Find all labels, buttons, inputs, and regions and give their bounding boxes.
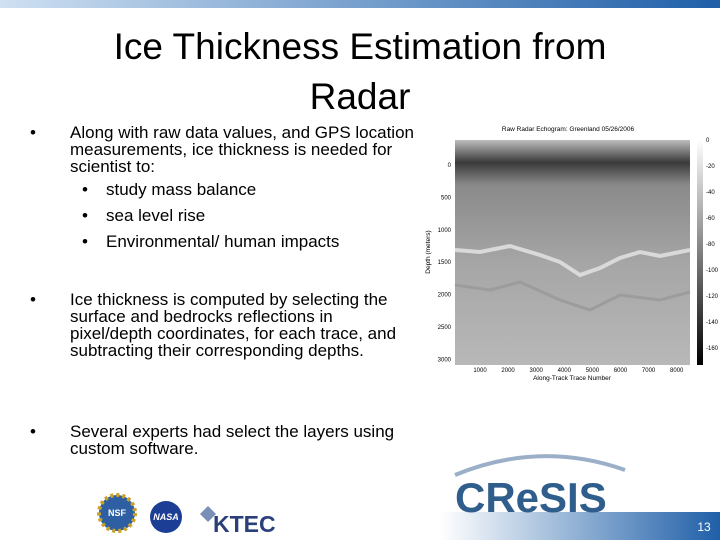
bullet: Ice thickness is computed by selecting t… — [30, 291, 415, 359]
x-tick-label: 8000 — [670, 368, 684, 374]
nsf-logo: NSF — [97, 493, 137, 533]
colorbar-tick-label: -60 — [706, 216, 715, 222]
cresis-text: CReSIS — [455, 474, 607, 521]
y-tick-label: 1000 — [438, 228, 452, 234]
y-tick-label: 3000 — [438, 357, 452, 363]
cresis-logo: CReSIS — [454, 454, 626, 521]
x-tick-label: 5000 — [586, 368, 600, 374]
y-tick-label: 2000 — [438, 293, 452, 299]
y-label: Depth (meters) — [425, 230, 432, 273]
x-tick-label: 6000 — [614, 368, 628, 374]
bottom-bar — [440, 512, 720, 540]
bullet: Several experts had select the layers us… — [30, 423, 415, 457]
ktec-text: KTEC — [213, 511, 276, 537]
x-tick-label: 1000 — [473, 368, 487, 374]
figure-title: Raw Radar Echogram: Greenland 05/26/2006 — [502, 126, 635, 133]
colorbar-tick-label: -120 — [706, 294, 719, 300]
nasa-text: NASA — [153, 512, 179, 522]
x-label: Along-Track Trace Number — [533, 375, 612, 382]
colorbar-tick-label: -100 — [706, 268, 719, 274]
colorbar-tick-label: -140 — [706, 320, 719, 326]
nasa-logo: NASA — [150, 501, 182, 533]
ktec-logo: KTEC — [200, 506, 276, 537]
bullet-text: Along with raw data values, and GPS loca… — [70, 123, 414, 176]
top-bar — [0, 0, 720, 8]
echogram-layer — [454, 243, 691, 278]
y-tick-label: 2500 — [438, 325, 452, 331]
sub-bullet: study mass balance — [82, 177, 415, 203]
colorbar — [697, 140, 703, 365]
x-tick-label: 3000 — [530, 368, 544, 374]
x-tick-label: 4000 — [558, 368, 572, 374]
sub-bullet: Environmental/ human impacts — [82, 229, 415, 255]
echogram-image — [455, 140, 690, 365]
colorbar-tick-label: -40 — [706, 190, 715, 196]
colorbar-tick-label: -160 — [706, 346, 719, 352]
colorbar-tick-label: -80 — [706, 242, 715, 248]
page-number: 13 — [697, 520, 711, 534]
echogram-layer — [454, 280, 691, 312]
echogram-figure: Raw Radar Echogram: Greenland 05/26/2006… — [425, 126, 719, 382]
x-tick-label: 2000 — [501, 368, 515, 374]
bullet: Along with raw data values, and GPS loca… — [30, 123, 415, 255]
y-tick-label: 1500 — [438, 260, 452, 266]
y-tick-label: 0 — [448, 163, 452, 169]
y-tick-label: 500 — [441, 195, 452, 201]
nsf-text: NSF — [108, 508, 127, 518]
sub-bullet: sea level rise — [82, 203, 415, 229]
slide-title: Ice Thickness Estimation from Radar — [113, 26, 607, 117]
x-tick-label: 7000 — [642, 368, 656, 374]
colorbar-tick-label: -20 — [706, 164, 715, 170]
colorbar-tick-label: 0 — [706, 138, 710, 144]
